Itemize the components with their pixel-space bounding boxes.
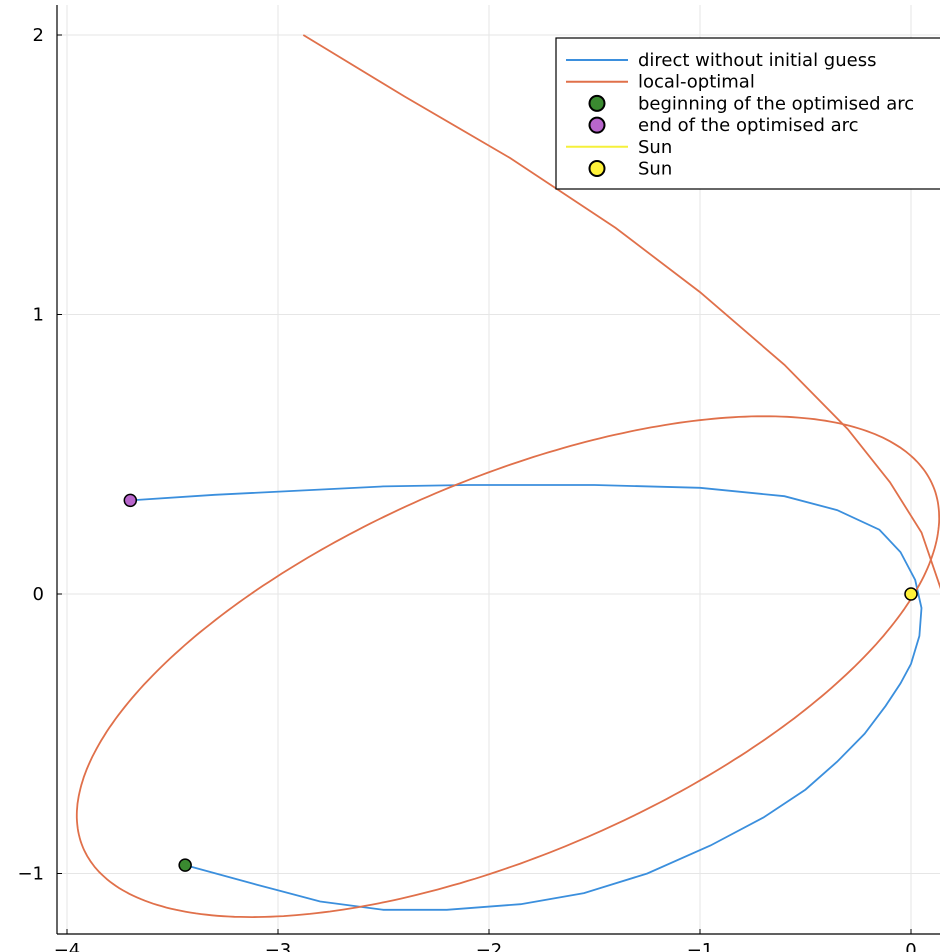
legend-box xyxy=(555,37,940,190)
legend-label: beginning of the optimised arc xyxy=(638,93,914,114)
axes xyxy=(56,5,940,935)
ticks: −4 −3 −2 −1 0 −1 0 1 2 xyxy=(17,25,916,952)
series-marker xyxy=(123,493,138,508)
local-optimal-orbit-line xyxy=(75,415,940,919)
legend-label: end of the optimised arc xyxy=(638,115,859,136)
local-optimal-arc-line xyxy=(302,34,940,590)
legend-label: direct without initial guess xyxy=(638,50,876,71)
legend-label: Sun xyxy=(638,159,672,180)
series-marker xyxy=(178,858,192,872)
y-tick-label: 2 xyxy=(33,25,44,46)
legend-label: local-optimal xyxy=(638,72,755,93)
y-tick-label: 0 xyxy=(33,584,44,605)
y-tick-label: 1 xyxy=(33,305,44,326)
legend-marker xyxy=(588,160,606,177)
x-tick-label: 0 xyxy=(905,940,916,952)
series-marker xyxy=(904,587,918,601)
x-tick-label: −1 xyxy=(687,940,714,952)
x-tick-label: −4 xyxy=(54,940,81,952)
x-tick-label: −3 xyxy=(265,940,292,952)
legend-marker xyxy=(588,94,606,112)
legend-marker xyxy=(588,116,606,134)
legend: direct without initial guesslocal-optima… xyxy=(555,37,940,190)
x-tick-label: −2 xyxy=(476,940,503,952)
y-tick-label: −1 xyxy=(17,864,44,885)
legend-label: Sun xyxy=(638,137,672,158)
series-line-direct xyxy=(130,484,923,911)
series-layer xyxy=(75,34,940,919)
